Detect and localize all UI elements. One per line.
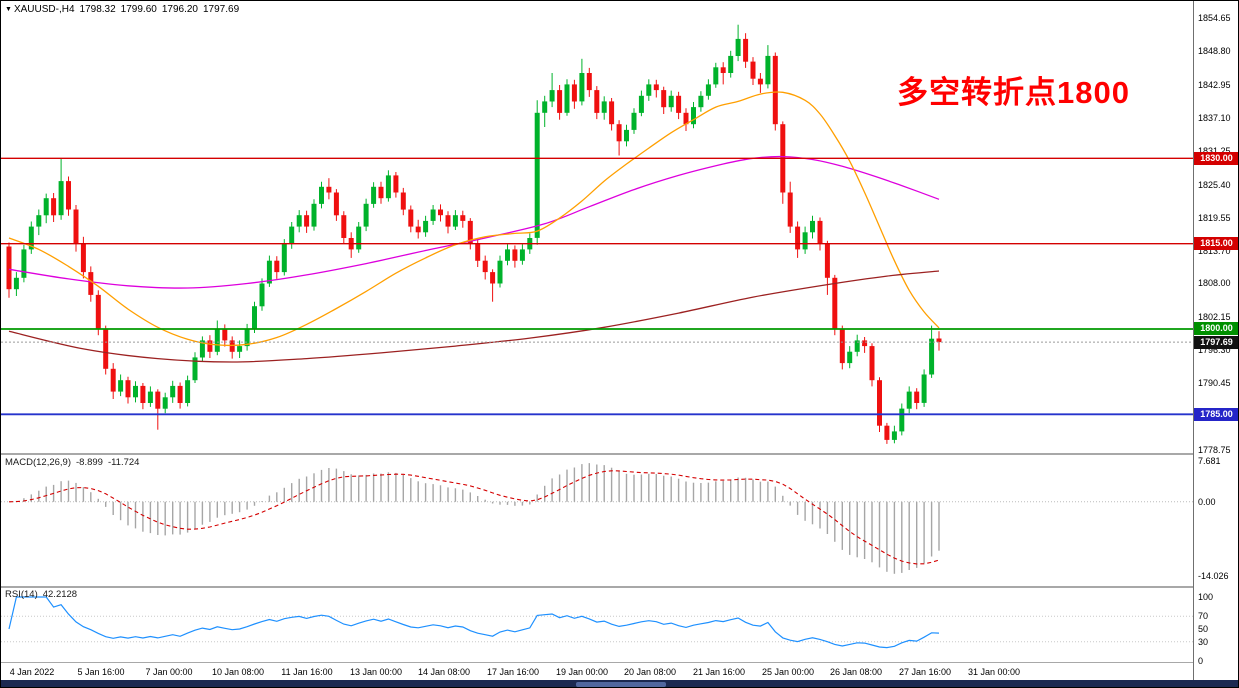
time-axis-label: 7 Jan 00:00 — [145, 667, 193, 677]
ma-long-darkred — [8, 270, 940, 363]
price-axis-tick: 1819.55 — [1198, 213, 1231, 223]
price-axis-tick: 1848.80 — [1198, 46, 1231, 56]
macd-label: MACD(12,26,9) — [5, 457, 71, 468]
price-badge-1797_69: 1797.69 — [1194, 336, 1238, 349]
macd-axis-tick: -14.026 — [1198, 571, 1229, 581]
ma-slow-magenta — [8, 155, 940, 289]
ma-medium-orange — [8, 91, 940, 347]
macd-axis-tick: 7.681 — [1198, 456, 1221, 466]
rsi-axis-tick: 50 — [1198, 624, 1209, 634]
time-axis-label: 13 Jan 00:00 — [349, 667, 403, 677]
time-axis-label: 26 Jan 08:00 — [829, 667, 883, 677]
price-axis-tick: 1796.30 — [1198, 345, 1231, 355]
time-axis-label: 14 Jan 08:00 — [417, 667, 471, 677]
time-axis-label: 20 Jan 08:00 — [623, 667, 677, 677]
time-axis-label: 31 Jan 00:00 — [967, 667, 1021, 677]
time-axis-label: 19 Jan 00:00 — [555, 667, 609, 677]
price-axis-tick: 1825.40 — [1198, 180, 1231, 190]
rsi-axis-tick: 0 — [1198, 656, 1204, 666]
price-axis-tick: 1831.25 — [1198, 146, 1231, 156]
price-badge-1785_00: 1785.00 — [1194, 408, 1238, 421]
macd-indicator-label: MACD(12,26,9) -8.899 -11.724 — [5, 457, 144, 468]
chart-title: ▼ XAUUSD-,H4 1798.32 1799.60 1796.20 1797.69 — [5, 4, 244, 15]
price-axis-tick: 1790.45 — [1198, 378, 1231, 388]
time-axis-label: 17 Jan 16:00 — [486, 667, 540, 677]
macd-main-value: -8.899 — [76, 457, 103, 468]
price-axis-tick: 1802.15 — [1198, 312, 1231, 322]
rsi-indicator-label: RSI(14) 42.2128 — [5, 589, 82, 600]
rsi-axis-tick: 100 — [1198, 592, 1214, 602]
macd-axis-tick: 0.00 — [1198, 497, 1216, 507]
time-axis-label: 25 Jan 00:00 — [761, 667, 815, 677]
rsi-axis-tick: 30 — [1198, 637, 1209, 647]
price-axis-tick: 1808.00 — [1198, 278, 1231, 288]
price-badge-1815_00: 1815.00 — [1194, 237, 1238, 250]
taskbar[interactable] — [1, 680, 1238, 687]
time-axis-label: 5 Jan 16:00 — [77, 667, 125, 677]
ohlc-close: 1797.69 — [202, 4, 240, 15]
ohlc-low: 1796.20 — [161, 4, 198, 15]
taskbar-handle[interactable] — [575, 682, 666, 687]
macd-indicator — [1, 463, 1193, 574]
time-axis-label: 4 Jan 2022 — [9, 667, 55, 677]
time-axis-label: 27 Jan 16:00 — [898, 667, 952, 677]
price-axis-tick: 1778.75 — [1198, 445, 1231, 455]
horizontal-lines — [1, 157, 1193, 416]
panel-separator — [1, 662, 1238, 663]
ohlc-high: 1799.60 — [120, 4, 157, 15]
chart-dropdown-icon: ▼ — [5, 6, 12, 13]
macd-signal-value: -11.724 — [107, 457, 140, 468]
symbol-timeframe: XAUUSD-,H4 — [13, 4, 75, 15]
price-axis-tick: 1854.65 — [1198, 13, 1231, 23]
price-axis-tick: 1837.10 — [1198, 113, 1231, 123]
rsi-value: 42.2128 — [42, 589, 78, 600]
panel-separator — [1, 453, 1238, 455]
time-axis-label: 10 Jan 08:00 — [211, 667, 265, 677]
rsi-axis-tick: 70 — [1198, 611, 1209, 621]
price-badge-1830_00: 1830.00 — [1194, 152, 1238, 165]
rsi-label: RSI(14) — [5, 589, 38, 600]
price-axis-tick: 1842.95 — [1198, 80, 1231, 90]
time-axis-label: 21 Jan 16:00 — [692, 667, 746, 677]
time-axis-label: 11 Jan 16:00 — [281, 667, 333, 677]
price-badge-1800_00: 1800.00 — [1194, 322, 1238, 335]
price-axis-tick: 1813.70 — [1198, 246, 1231, 256]
ohlc-open: 1798.32 — [79, 4, 116, 15]
panel-separator — [1, 586, 1238, 588]
candles-series — [6, 24, 942, 444]
rsi-indicator — [1, 596, 1193, 649]
annotation-text: 多空转折点1800 — [897, 75, 1130, 110]
